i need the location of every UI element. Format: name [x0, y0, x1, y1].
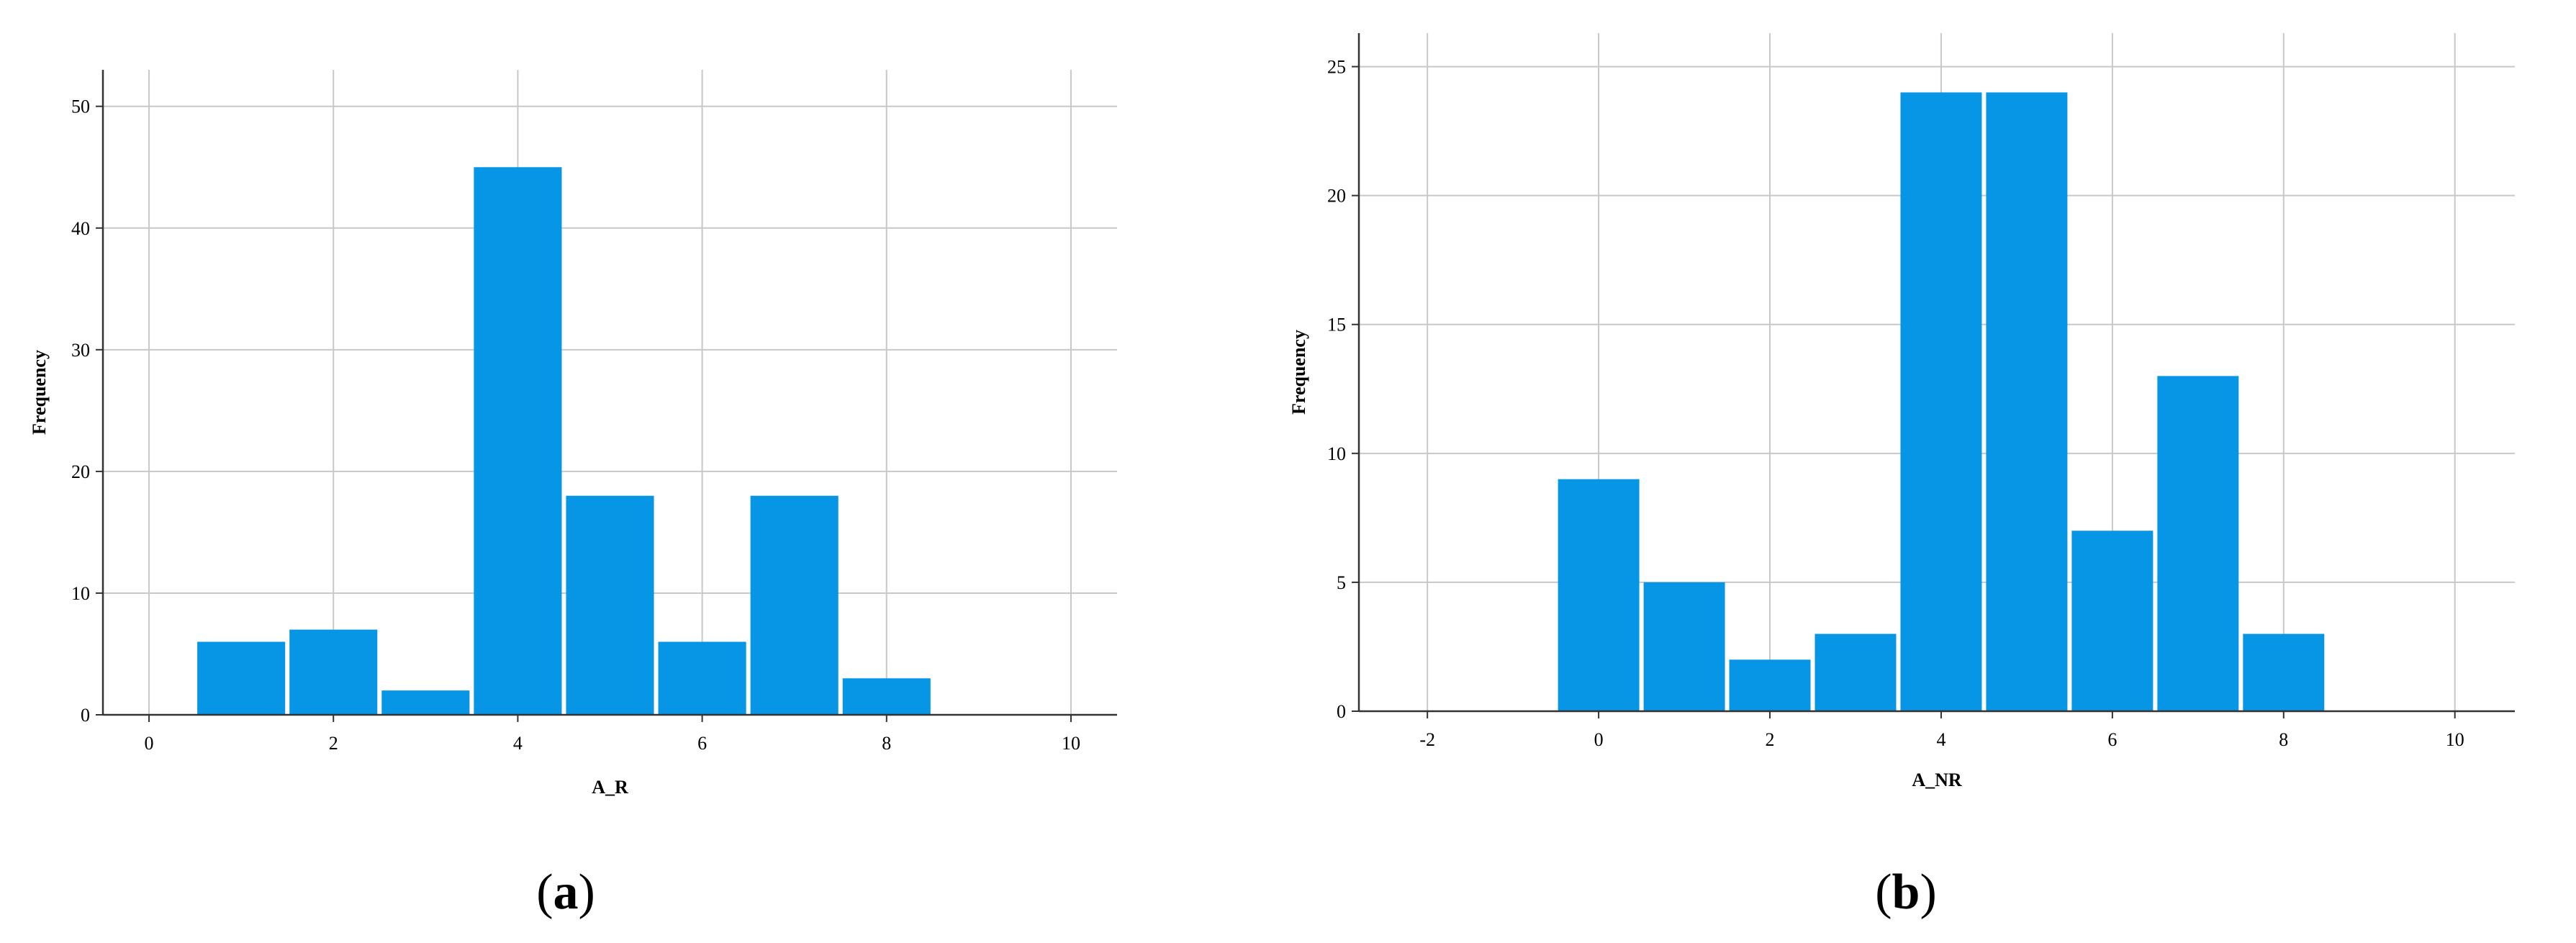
bar	[1643, 582, 1725, 711]
x-tick-label: 6	[2107, 729, 2117, 750]
bar	[2243, 633, 2325, 711]
x-tick-labels: -2 0 2 4 6 8 10	[1419, 729, 2464, 750]
panel-label-open: (	[536, 865, 553, 920]
y-tick-label: 10	[1327, 443, 1346, 464]
x-tick-label: 4	[513, 733, 523, 754]
x-tick-label: 2	[329, 733, 338, 754]
y-tick-label: 50	[71, 96, 90, 117]
y-axis-label: Frequency	[1288, 330, 1309, 415]
bar	[474, 167, 562, 715]
y-tick-labels: 0 10 20 30 40 50	[71, 96, 90, 726]
x-axis-label: A_NR	[1912, 770, 1962, 790]
bar	[2071, 531, 2154, 711]
y-tick-label: 30	[71, 340, 90, 361]
y-tick-label: 15	[1327, 315, 1346, 335]
y-tick-label: 25	[1327, 57, 1346, 78]
y-tick-label: 20	[1327, 186, 1346, 207]
panel-label-open: (	[1875, 865, 1892, 920]
panel-label: (a)	[536, 865, 595, 920]
bar	[289, 629, 378, 715]
y-tick-label: 5	[1337, 572, 1346, 593]
y-tick-label: 10	[71, 583, 90, 604]
bar	[1729, 659, 1811, 711]
bar	[1986, 92, 2068, 711]
y-tick-label: 0	[81, 705, 90, 726]
x-tick-label: 4	[1936, 729, 1945, 750]
x-tick-label: 8	[2279, 729, 2288, 750]
x-tick-label: 6	[697, 733, 707, 754]
x-axis-label: A_R	[592, 777, 628, 798]
panel-label-close: )	[1920, 865, 1936, 920]
histogram-a-r: 0 2 4 6 8 10 0 10 20 30 40 50 A_R Frequency (a)	[29, 70, 1117, 920]
bar	[197, 641, 286, 715]
panel-label-close: )	[579, 865, 595, 920]
panel-label-letter: a	[553, 865, 579, 920]
bar	[842, 678, 931, 715]
bars	[1558, 92, 2325, 711]
y-tick-labels: 0 5 10 15 20 25	[1327, 57, 1346, 722]
bar	[566, 495, 654, 715]
bar	[658, 641, 746, 715]
axes	[1352, 33, 2515, 718]
bar	[750, 495, 839, 715]
x-tick-label: 0	[145, 733, 154, 754]
bar	[2157, 376, 2239, 711]
x-tick-labels: 0 2 4 6 8 10	[145, 733, 1080, 754]
bar	[1815, 633, 1897, 711]
bar	[1900, 92, 1982, 711]
panel-label: (b)	[1875, 865, 1937, 920]
y-tick-label: 40	[71, 218, 90, 239]
bar	[381, 690, 470, 715]
panel-label-letter: b	[1892, 865, 1920, 920]
y-axis-label: Frequency	[29, 350, 50, 435]
bar	[1558, 479, 1640, 711]
x-tick-label: 10	[2446, 729, 2464, 750]
histogram-a-nr: -2 0 2 4 6 8 10 0 5 10 15 20 25 A_NR Frequency (b)	[1288, 33, 2515, 920]
bars	[197, 167, 931, 715]
axes	[96, 70, 1117, 722]
x-tick-label: -2	[1419, 729, 1435, 750]
x-tick-label: 8	[882, 733, 891, 754]
x-tick-label: 2	[1766, 729, 1775, 750]
x-tick-label: 10	[1062, 733, 1080, 754]
x-tick-label: 0	[1594, 729, 1604, 750]
y-tick-label: 20	[71, 461, 90, 482]
y-tick-label: 0	[1337, 701, 1346, 722]
